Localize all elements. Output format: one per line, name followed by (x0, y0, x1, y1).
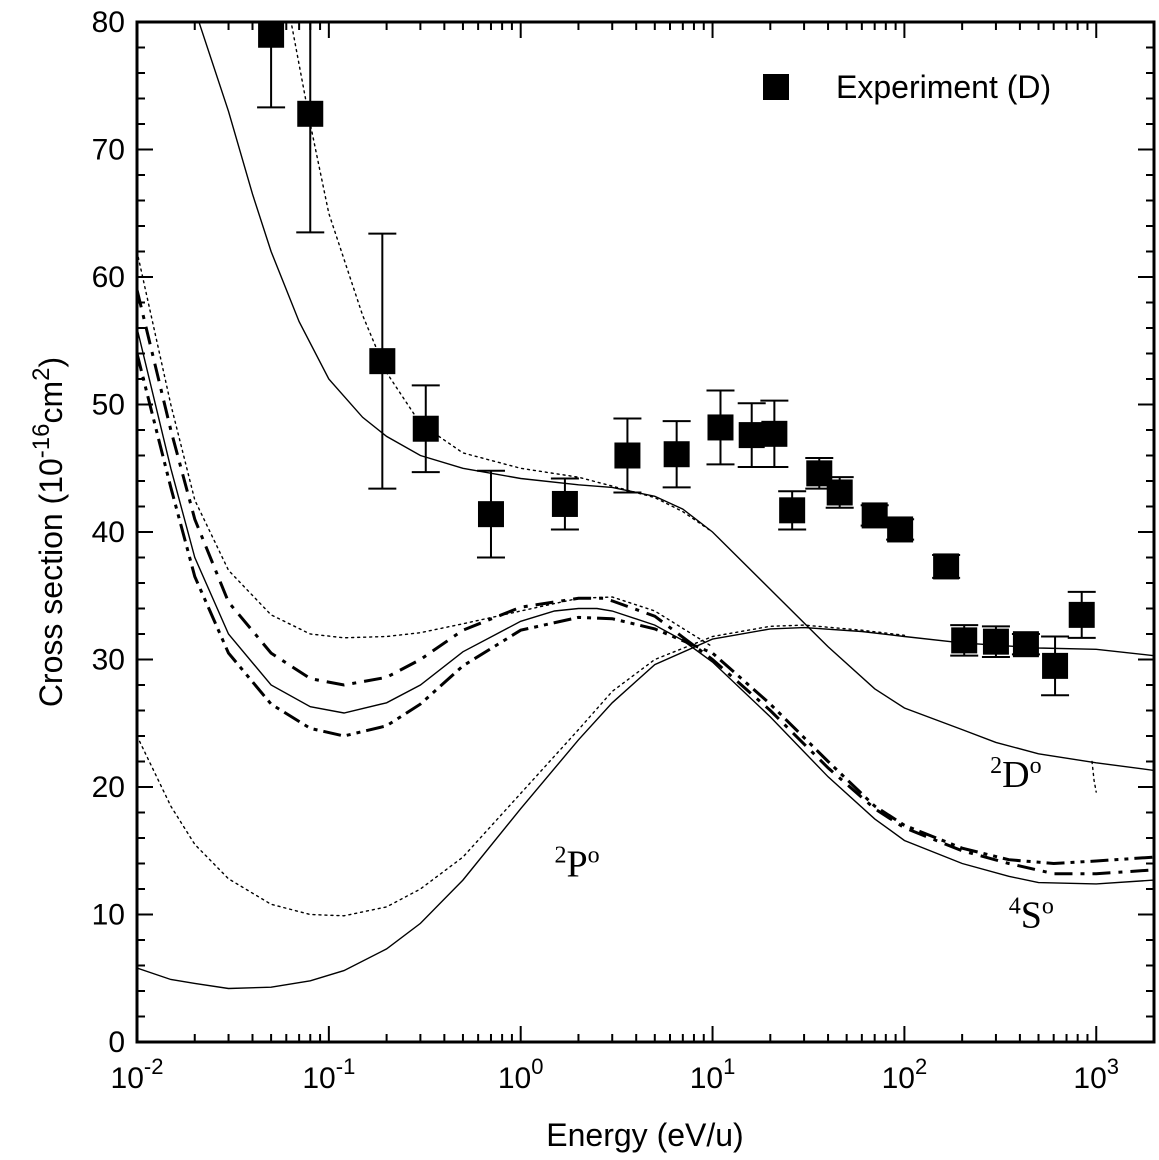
theory-curve-5 (137, 353, 1154, 866)
state-label: 2Po (554, 842, 599, 885)
experiment-point (779, 497, 806, 524)
experiment-point (933, 553, 960, 580)
theory-curve-7 (137, 626, 1154, 990)
y-tick-label: 0 (108, 1026, 125, 1059)
x-tick-label: 102 (882, 1054, 928, 1095)
experiment-point (663, 441, 690, 468)
x-axis-title: Energy (eV/u) (546, 1117, 743, 1153)
state-label: 4So (1009, 893, 1054, 936)
experiment-point (1042, 652, 1069, 679)
y-tick-label: 70 (92, 134, 125, 167)
experiment-point (761, 420, 788, 447)
experiment-point (887, 516, 914, 543)
experiment-point (982, 628, 1009, 655)
y-tick-label: 20 (92, 771, 125, 804)
experiment-point (1068, 601, 1095, 628)
axis-ticks (136, 21, 1155, 1043)
theory-curve-6 (137, 624, 906, 917)
y-tick-label: 30 (92, 644, 125, 677)
experiment-point (258, 22, 285, 48)
theory-curve-3 (137, 327, 1154, 885)
state-label: 2Do (990, 753, 1041, 796)
x-tick-labels: 10-2 10-1 100 101 102 103 (111, 1054, 1120, 1095)
experiment-point (951, 627, 978, 654)
experiment-points (257, 22, 1096, 697)
theory-curve-4 (137, 289, 1154, 876)
x-tick-label: 10-2 (111, 1054, 164, 1095)
y-tick-label: 40 (92, 516, 125, 549)
y-tick-labels: 0 10 20 30 40 50 60 70 80 (92, 6, 125, 1059)
y-tick-label: 50 (92, 389, 125, 422)
experiment-point (477, 501, 504, 528)
experiment-point (369, 348, 396, 375)
experiment-point (614, 442, 641, 469)
experiment-point (861, 502, 888, 529)
experiment-point (826, 479, 853, 506)
legend-marker-square (763, 74, 789, 100)
x-tick-label: 100 (498, 1054, 544, 1095)
experiment-point (551, 490, 578, 517)
legend-label: Experiment (D) (836, 69, 1051, 105)
y-axis-title: Cross section (10-16cm2) (28, 357, 69, 707)
experiment-point (412, 415, 439, 442)
experiment-point (297, 100, 324, 127)
theory-curve-2 (290, 22, 714, 533)
x-tick-label: 103 (1073, 1054, 1119, 1095)
x-tick-label: 101 (690, 1054, 736, 1095)
x-tick-label: 10-1 (302, 1054, 355, 1095)
experiment-point (707, 414, 734, 441)
plot-frame (135, 20, 1156, 1044)
theory-curve-1 (198, 22, 1154, 772)
y-tick-label: 10 (92, 899, 125, 932)
theory-curve-9 (1091, 760, 1097, 793)
theory-curve-8 (137, 250, 714, 648)
experiment-point (1012, 631, 1039, 658)
state-annotations: 2Do 2Po 4So (554, 753, 1053, 936)
y-tick-label: 60 (92, 261, 125, 294)
legend: Experiment (D) (763, 69, 1051, 105)
theory-curves (137, 22, 1154, 990)
experiment-point (738, 422, 765, 449)
y-tick-label: 80 (92, 6, 125, 39)
